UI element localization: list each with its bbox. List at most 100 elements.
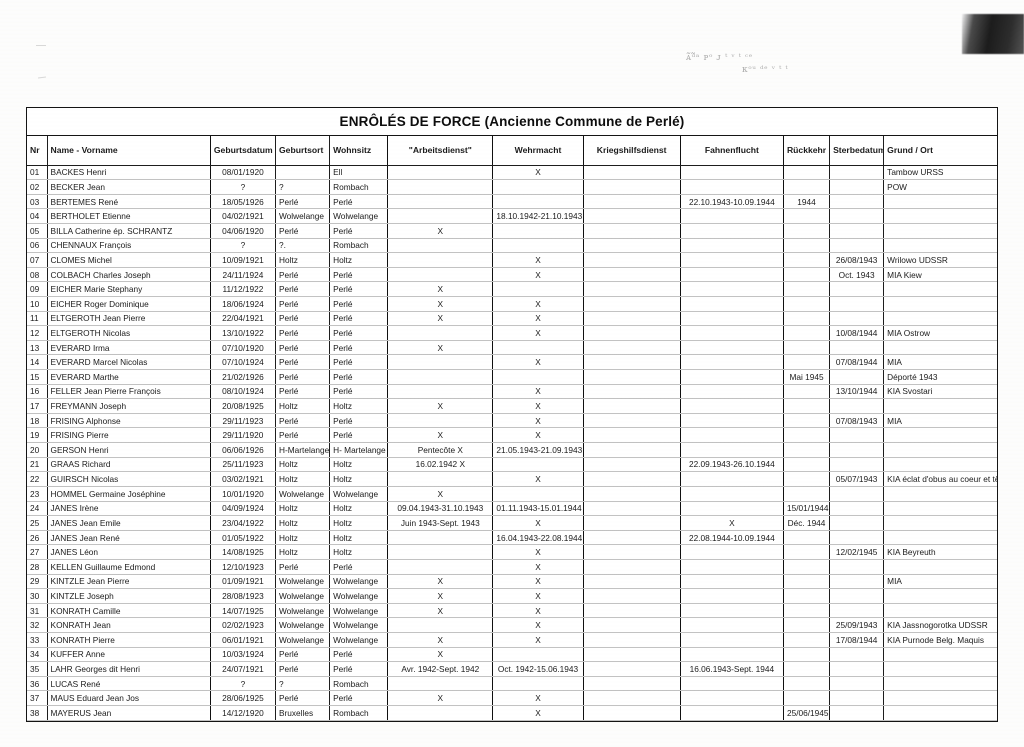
cell-wehr [492,486,584,502]
cell-gebdat: 24/07/1921 [210,661,276,677]
cell-gebort: Holtz [275,457,331,473]
cell-sterbe [829,515,885,531]
table-row: 05 BILLA Catherine ép. SCHRANTZ 04/06/1920… [27,223,997,239]
table-row: 35 LAHR Georges dit Henri 24/07/1921 Perlé P… [27,661,997,677]
table-row: 08 COLBACH Charles Joseph 24/11/1924 Perlé P… [27,267,997,283]
cell-kriegs [583,179,681,195]
cell-grund: MIA [883,354,997,371]
cell-name: KINTZLE Joseph [47,588,211,604]
cell-gebort: Perlé [275,281,331,297]
column-header-wehrmacht: Wehrmacht [492,136,584,166]
cell-wehr: X [492,705,584,721]
cell-fahnen [680,238,784,254]
cell-fahnen [680,676,784,692]
cell-name: KONRATH Jean [47,617,211,633]
cell-rueck [783,544,831,560]
table-row: 14 EVERARD Marcel Nicolas 07/10/1924 Perlé P… [27,354,997,371]
cell-name: JANES Jean Emile [47,515,211,531]
cell-wohnsitz: Wolwelange [329,617,389,633]
cell-fahnen: 22.09.1943-26.10.1944 [680,457,784,473]
handwritten-annotation-line-2: ᴋᵒᵘ ᵈᵉ ᵛ ᵗ ᵗ [742,65,789,75]
cell-grund [883,208,997,224]
cell-gebdat: 04/09/1924 [210,501,276,517]
cell-wohnsitz: Perlé [329,340,389,356]
cell-fahnen [680,427,784,444]
cell-kriegs [583,398,681,414]
cell-fahnen [680,398,784,414]
cell-wehr [492,179,584,195]
cell-sterbe [829,208,885,224]
cell-nr: 10 [27,296,48,312]
cell-grund: MIA Ostrow [883,325,997,341]
cell-arbeit: 16.02.1942 X [387,457,494,473]
cell-wohnsitz: Perlé [329,296,389,312]
cell-kriegs [583,471,681,487]
cell-wehr: 18.10.1942-21.10.1943 [492,208,584,224]
cell-fahnen [680,574,784,590]
cell-name: KUFFER Anne [47,647,211,663]
table-row: 28 KELLEN Guillaume Edmond 12/10/1923 Perlé… [27,559,997,575]
cell-sterbe [829,661,885,677]
cell-name: GUIRSCH Nicolas [47,471,211,487]
cell-fahnen [680,588,784,604]
cell-kriegs [583,515,681,531]
cell-fahnen [680,311,784,327]
cell-fahnen [680,471,784,487]
cell-rueck [783,296,831,312]
cell-grund [883,281,997,297]
column-header-arbeitsdienst: "Arbeitsdienst" [387,136,494,166]
cell-kriegs [583,588,681,604]
table-row: 27 JANES Léon 14/08/1925 Holtz Holtz X 12/02/1… [27,544,997,560]
cell-rueck [783,427,831,444]
cell-grund [883,515,997,531]
cell-fahnen [680,690,784,707]
cell-kriegs [583,165,681,181]
cell-name: CLOMES Michel [47,252,211,268]
cell-gebort: Wolwelange [275,632,331,648]
cell-grund [883,530,997,546]
cell-name: KONRATH Pierre [47,632,211,648]
cell-name: BERTHOLET Etienne [47,208,211,224]
cell-rueck [783,311,831,327]
cell-nr: 23 [27,486,48,502]
cell-gebdat: 10/03/1924 [210,647,276,663]
cell-kriegs [583,705,681,721]
cell-wehr: X [492,398,584,414]
cell-wohnsitz: Perlé [329,354,389,371]
cell-arbeit [387,354,494,371]
cell-wehr: 16.04.1943-22.08.1944 [492,530,584,546]
cell-grund [883,238,997,254]
cell-rueck: 15/01/1944 [783,501,831,517]
cell-name: CHENNAUX François [47,238,211,254]
cell-sterbe [829,311,885,327]
cell-gebort: Perlé [275,311,331,327]
cell-wohnsitz: Holtz [329,471,389,487]
cell-wohnsitz: Holtz [329,501,389,517]
cell-rueck [783,398,831,414]
cell-name: EICHER Roger Dominique [47,296,211,312]
cell-grund [883,457,997,473]
cell-wohnsitz: Perlé [329,369,389,385]
cell-kriegs [583,267,681,283]
cell-wehr: X [492,267,584,283]
cell-nr: 07 [27,252,48,268]
column-header-fahnenflucht: Fahnenflucht [680,136,784,166]
cell-rueck [783,617,831,633]
cell-grund [883,647,997,663]
cell-sterbe [829,165,885,181]
cell-fahnen [680,165,784,181]
cell-kriegs [583,340,681,356]
cell-wohnsitz: Perlé [329,311,389,327]
cell-sterbe [829,705,885,721]
cell-nr: 02 [27,179,48,195]
cell-fahnen [680,617,784,633]
cell-kriegs [583,223,681,239]
cell-wohnsitz: Rombach [329,676,389,692]
cell-gebort: Perlé [275,427,331,444]
cell-sterbe [829,588,885,604]
cell-wohnsitz: Perlé [329,325,389,341]
cell-rueck [783,442,831,458]
cell-gebdat: 20/08/1925 [210,398,276,414]
cell-name: BECKER Jean [47,179,211,195]
cell-gebdat: 10/09/1921 [210,252,276,268]
